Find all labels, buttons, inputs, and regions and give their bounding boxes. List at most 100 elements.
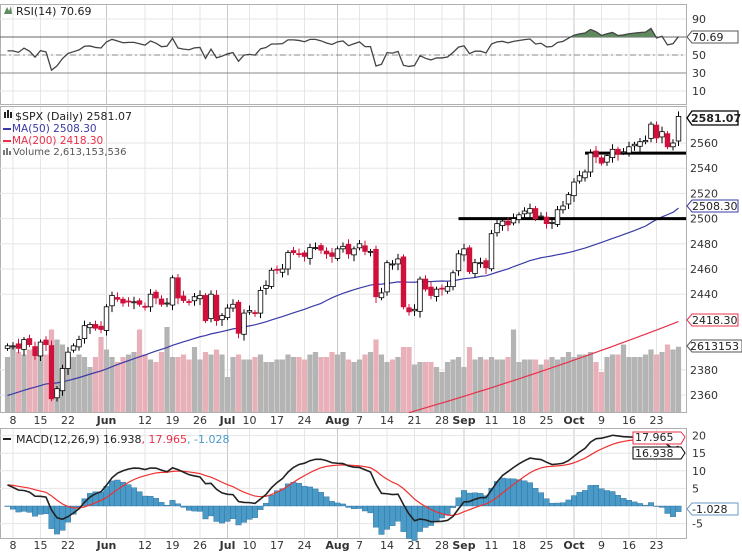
- x-tick-label: 14: [380, 539, 394, 552]
- volume-bar: [356, 359, 363, 412]
- macd-histogram-bar: [37, 505, 44, 515]
- macd-histogram-bar: [147, 495, 154, 507]
- macd-histogram-bar: [241, 505, 247, 523]
- volume-bar: [400, 347, 407, 412]
- volume-bar: [147, 359, 154, 412]
- macd-histogram-bar: [219, 505, 225, 524]
- volume-bar: [642, 354, 649, 412]
- ma50-last-tag: 2508.30: [686, 199, 739, 213]
- volume-bar: [4, 357, 11, 412]
- macd-histogram-bar: [175, 503, 181, 507]
- volume-bars: [4, 327, 682, 412]
- macd-histogram-bar: [582, 490, 588, 507]
- x-tick-label: Aug: [325, 414, 349, 427]
- volume-bar: [653, 354, 660, 412]
- macd-histogram-bar: [620, 498, 627, 507]
- candle: [571, 178, 577, 202]
- volume-bar: [483, 359, 489, 412]
- volume-bar: [648, 349, 654, 412]
- volume-bar: [329, 352, 335, 412]
- macd-histogram-bar: [444, 505, 451, 515]
- macd-histogram-bar: [318, 492, 324, 507]
- price-series: [4, 111, 686, 414]
- candle: [389, 260, 396, 270]
- candle: [675, 111, 682, 147]
- macd-histogram-bar: [10, 505, 16, 510]
- candle: [626, 141, 632, 157]
- macd-histogram-bar: [422, 505, 429, 528]
- candle: [433, 286, 440, 302]
- candle: [323, 247, 330, 259]
- volume-bar: [241, 359, 247, 412]
- macd-histogram-bar: [307, 486, 313, 507]
- price-tick-label: 2360: [690, 389, 718, 402]
- volume-bar: [70, 357, 77, 412]
- volume-bar: [263, 362, 269, 412]
- macd-histogram-bar: [213, 505, 220, 522]
- volume-bar: [345, 359, 352, 412]
- candle: [455, 250, 462, 276]
- x-tick-label: 9: [598, 539, 605, 552]
- macd-histogram-bar: [356, 505, 363, 509]
- candle: [461, 243, 467, 262]
- macd-histogram-bar: [312, 488, 319, 507]
- volume-bar: [290, 357, 297, 412]
- candle: [593, 146, 599, 164]
- macd-histogram-bar: [631, 501, 638, 507]
- candle: [59, 364, 66, 396]
- candle: [81, 320, 88, 344]
- candle: [488, 229, 495, 272]
- candle: [576, 170, 583, 184]
- candle: [296, 248, 302, 258]
- price-tick-label: 2460: [690, 263, 718, 276]
- candle: [505, 217, 511, 232]
- candle: [48, 340, 55, 402]
- macd-tick-label: 15: [692, 447, 706, 460]
- candle: [191, 292, 198, 306]
- candle: [532, 206, 539, 222]
- macd-histogram-bar: [538, 492, 544, 507]
- macd-histogram-bar: [54, 505, 60, 535]
- candle: [153, 289, 159, 305]
- svg-text:16.938: 16.938: [635, 447, 674, 460]
- macd-histogram-bar: [296, 483, 302, 507]
- x-tick-label: 28: [435, 414, 449, 427]
- candle: [312, 242, 319, 251]
- volume-bar: [274, 359, 280, 412]
- volume-bar: [142, 354, 148, 412]
- candle: [362, 240, 368, 256]
- candle: [356, 240, 363, 251]
- macd-series: [4, 434, 682, 541]
- volume-bar: [609, 354, 616, 412]
- candle: [367, 248, 374, 257]
- macd-histogram-bar: [268, 494, 275, 507]
- candle: [219, 313, 225, 326]
- candle: [246, 305, 253, 315]
- volume-bar: [631, 357, 638, 412]
- candle: [136, 298, 143, 307]
- macd-histogram-bar: [202, 505, 209, 520]
- svg-text:2418.30: 2418.30: [692, 314, 738, 327]
- candle: [131, 296, 137, 310]
- axis-labels: 8 8 15 15 22 22 Jun Jun 12 12 19 19 26 26 Jul Jul 10 10 17…: [10, 13, 719, 552]
- volume-bar: [620, 344, 627, 412]
- candle: [114, 292, 121, 302]
- volume-bar: [191, 347, 198, 412]
- x-tick-label: 25: [540, 539, 554, 552]
- macd-histogram-bar: [180, 505, 187, 508]
- macd-histogram-bar: [230, 505, 236, 519]
- volume-bar: [472, 359, 478, 412]
- macd-histogram-bar: [389, 505, 396, 526]
- macd-histogram-bar: [301, 485, 308, 507]
- volume-bar: [499, 359, 506, 412]
- x-tick-label: 19: [166, 414, 180, 427]
- macd-histogram-bar: [400, 505, 407, 532]
- volume-bar: [81, 357, 88, 412]
- x-tick-label: 14: [380, 414, 394, 427]
- volume-bar: [318, 357, 324, 412]
- candle: [32, 341, 38, 360]
- candle: [521, 207, 528, 219]
- volume-bar: [488, 357, 495, 412]
- candle: [263, 280, 269, 295]
- macd-histogram-bar: [208, 505, 214, 517]
